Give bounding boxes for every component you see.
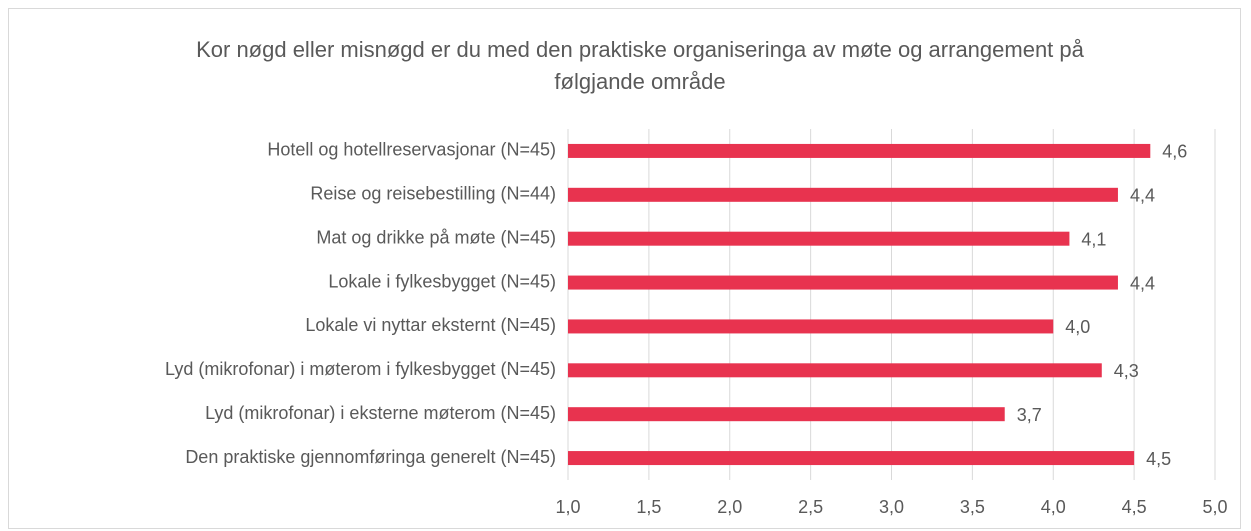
bar bbox=[568, 143, 1151, 158]
bar bbox=[568, 275, 1118, 290]
value-label: 4,4 bbox=[1130, 186, 1155, 206]
y-tick-label: Lyd (mikrofonar) i eksterne møterom (N=4… bbox=[205, 403, 556, 423]
bar bbox=[568, 319, 1054, 334]
x-tick-label: 1,5 bbox=[636, 497, 661, 517]
bar bbox=[568, 363, 1102, 378]
bar bbox=[568, 451, 1135, 466]
y-tick-label: Den praktiske gjennomføringa generelt (N… bbox=[185, 447, 556, 467]
x-tick-label: 2,0 bbox=[717, 497, 742, 517]
bar bbox=[568, 407, 1005, 422]
x-tick-label: 3,5 bbox=[960, 497, 985, 517]
x-tick-label: 4,0 bbox=[1041, 497, 1066, 517]
y-tick-label: Hotell og hotellreservasjonar (N=45) bbox=[267, 140, 556, 160]
chart-title: Kor nøgd eller misnøgd er du med den pra… bbox=[196, 37, 1084, 94]
value-label: 4,1 bbox=[1081, 229, 1106, 249]
x-tick-label: 1,0 bbox=[555, 497, 580, 517]
x-tick-label: 5,0 bbox=[1202, 497, 1227, 517]
x-tick-label: 2,5 bbox=[798, 497, 823, 517]
bar bbox=[568, 231, 1070, 246]
value-label: 4,4 bbox=[1130, 273, 1155, 293]
y-tick-label: Lokale vi nyttar eksternt (N=45) bbox=[305, 315, 556, 335]
y-tick-label: Mat og drikke på møte (N=45) bbox=[316, 227, 556, 247]
y-tick-label: Reise og reisebestilling (N=44) bbox=[310, 184, 556, 204]
chart-frame bbox=[8, 8, 1241, 529]
x-tick-label: 3,0 bbox=[879, 497, 904, 517]
x-tick-label: 4,5 bbox=[1122, 497, 1147, 517]
value-label: 3,7 bbox=[1017, 405, 1042, 425]
value-label: 4,6 bbox=[1162, 142, 1187, 162]
value-label: 4,5 bbox=[1146, 449, 1171, 469]
value-label: 4,0 bbox=[1065, 317, 1090, 337]
bar bbox=[568, 187, 1118, 202]
y-tick-label: Lokale i fylkesbygget (N=45) bbox=[328, 271, 556, 291]
value-label: 4,3 bbox=[1114, 361, 1139, 381]
y-tick-label: Lyd (mikrofonar) i møterom i fylkesbygge… bbox=[165, 359, 556, 379]
